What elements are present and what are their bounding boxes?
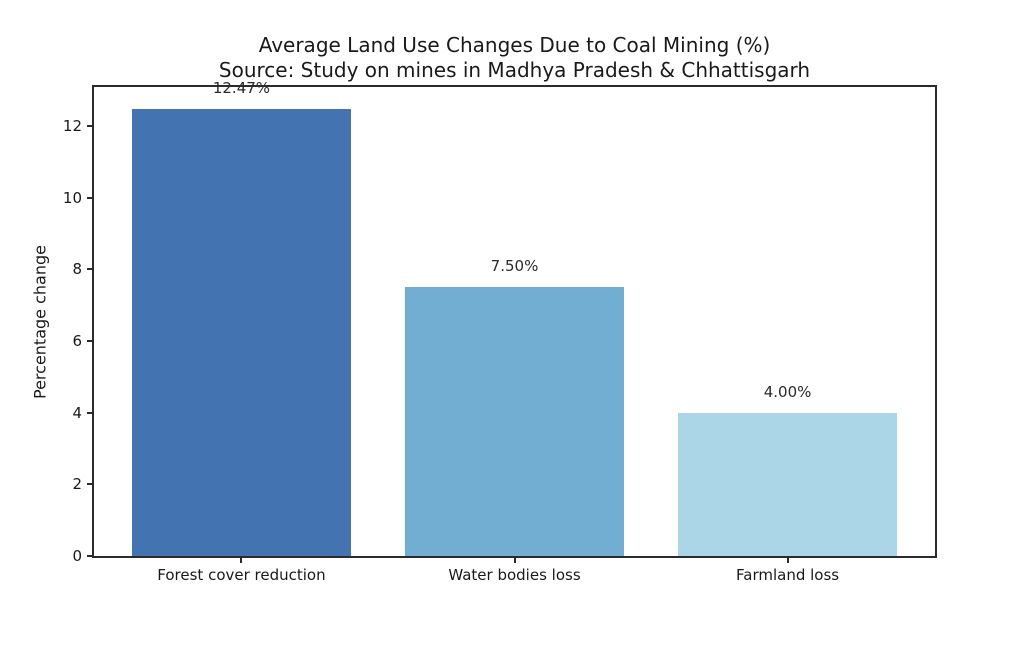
y-tick-mark: [87, 268, 92, 271]
bar: [405, 287, 624, 556]
y-tick-mark: [87, 125, 92, 128]
x-tick-mark: [513, 558, 516, 563]
y-tick-mark: [87, 411, 92, 414]
chart-title: Average Land Use Changes Due to Coal Min…: [258, 33, 771, 57]
y-tick-label: 6: [72, 332, 82, 351]
y-tick-label: 4: [72, 403, 82, 422]
bar: [132, 109, 351, 556]
bar-value-label: 4.00%: [763, 382, 812, 401]
y-tick-label: 8: [72, 260, 82, 279]
x-tick-label: Forest cover reduction: [157, 566, 326, 584]
x-tick-label: Farmland loss: [736, 566, 840, 584]
y-tick-label: 10: [62, 188, 82, 207]
y-tick-label: 0: [72, 547, 82, 565]
y-tick-mark: [87, 196, 92, 199]
bar-value-label: 7.50%: [490, 257, 539, 276]
x-tick-mark: [786, 558, 789, 563]
y-tick-mark: [87, 340, 92, 343]
plot-area: 12.47% Forest cover reduction 7.50% Water b…: [63, 79, 937, 584]
x-tick-label: Water bodies loss: [448, 566, 581, 584]
chart-subtitle: Source: Study on mines in Madhya Pradesh…: [218, 58, 811, 82]
bar-value-label: 12.47%: [212, 79, 271, 98]
bar: [678, 412, 897, 556]
y-tick-mark: [87, 483, 92, 486]
x-tick-mark: [240, 558, 243, 563]
y-tick-label: 2: [72, 475, 82, 494]
chart-title-block: Average Land Use Changes Due to Coal Min…: [93, 33, 936, 83]
y-axis-label: Percentage change: [30, 245, 50, 399]
y-tick-mark: [87, 555, 92, 557]
y-tick-label: 12: [62, 117, 82, 136]
